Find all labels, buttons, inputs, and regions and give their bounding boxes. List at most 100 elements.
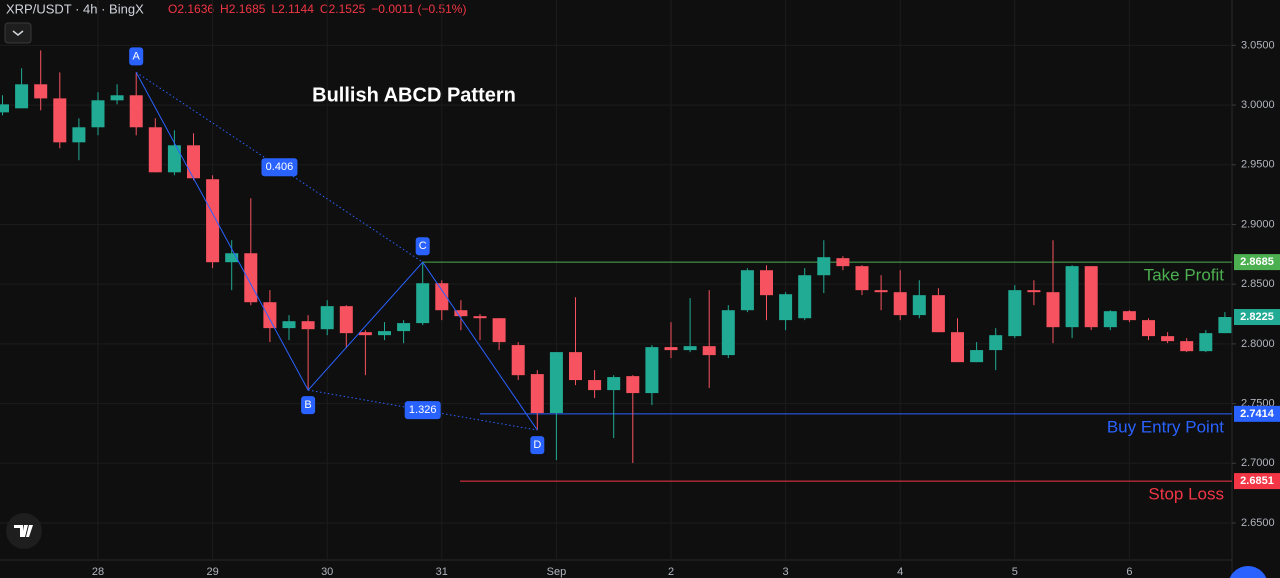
x-tick-label: 2 bbox=[668, 566, 674, 578]
candle-body bbox=[416, 283, 430, 324]
last-price-label: 2.8225 bbox=[1240, 311, 1274, 323]
ratio-badge bbox=[261, 158, 298, 177]
ohlc-value: L2.1144 bbox=[271, 2, 314, 16]
candle-body bbox=[645, 347, 659, 394]
price-tag bbox=[1234, 254, 1280, 271]
candle-body bbox=[244, 253, 258, 303]
candle-body bbox=[798, 275, 812, 319]
candle-body bbox=[721, 310, 735, 356]
x-tick-label: 31 bbox=[436, 566, 448, 578]
candle-body bbox=[1122, 311, 1136, 321]
collapse-button[interactable] bbox=[4, 22, 32, 44]
x-tick-label: 6 bbox=[1126, 566, 1132, 578]
candle-body bbox=[530, 374, 544, 414]
logo-mark bbox=[14, 525, 33, 537]
candle-body bbox=[1084, 266, 1098, 328]
candle-body bbox=[664, 347, 678, 351]
candle-body bbox=[970, 350, 984, 363]
point-label: C bbox=[419, 240, 427, 252]
price-tag bbox=[1234, 405, 1280, 422]
point-label: D bbox=[533, 439, 541, 451]
ohlc-value: −0.0011 (−0.51%) bbox=[371, 2, 466, 16]
pattern-line bbox=[135, 72, 538, 431]
candle-body bbox=[855, 266, 869, 291]
candle-body bbox=[1065, 266, 1079, 328]
candle-body bbox=[912, 295, 926, 316]
corner-button[interactable] bbox=[1228, 566, 1268, 578]
point-badge bbox=[415, 237, 430, 256]
candle-body bbox=[320, 306, 334, 330]
candle-body bbox=[989, 335, 1003, 351]
x-tick-label: 4 bbox=[897, 566, 903, 578]
candle-body bbox=[817, 257, 831, 276]
candle-body bbox=[225, 253, 239, 263]
ratio-badge bbox=[404, 401, 441, 420]
price-tag-label: 2.8685 bbox=[1240, 256, 1274, 268]
level-label: Take Profit bbox=[1144, 266, 1225, 285]
candle-body bbox=[511, 345, 525, 376]
point-badge bbox=[530, 436, 545, 455]
candle-body bbox=[893, 292, 907, 316]
x-tick-label: 3 bbox=[783, 566, 789, 578]
candle-body bbox=[740, 270, 754, 311]
candle-body bbox=[1161, 336, 1175, 342]
candle-body bbox=[167, 145, 181, 173]
candle-body bbox=[931, 295, 945, 333]
y-tick-label: 2.8500 bbox=[1241, 278, 1275, 290]
point-badge bbox=[129, 47, 144, 66]
candle-body bbox=[454, 310, 468, 317]
candle-body bbox=[836, 258, 850, 267]
candle-body bbox=[435, 283, 449, 311]
candle-body bbox=[378, 331, 391, 336]
candle-body bbox=[301, 321, 315, 330]
candle-body bbox=[1199, 333, 1213, 352]
point-label: B bbox=[304, 399, 311, 411]
y-tick-label: 2.8000 bbox=[1241, 338, 1275, 350]
candle-body bbox=[91, 100, 105, 128]
candle-body bbox=[1218, 317, 1232, 334]
chart-title: Bullish ABCD Pattern bbox=[312, 84, 516, 106]
ratio-label: 0.406 bbox=[266, 161, 294, 173]
y-tick-label: 2.7000 bbox=[1241, 457, 1275, 469]
x-tick-label: 5 bbox=[1012, 566, 1018, 578]
candle-body bbox=[187, 145, 200, 179]
y-tick-label: 2.9000 bbox=[1241, 218, 1275, 230]
candle-body bbox=[263, 302, 277, 329]
last-price-tag bbox=[1234, 309, 1280, 326]
x-tick-label: 28 bbox=[92, 566, 104, 578]
ohlc-value: C2.1525 bbox=[320, 2, 366, 16]
price-tag bbox=[1234, 473, 1280, 490]
x-tick-label: 30 bbox=[321, 566, 333, 578]
candle-body bbox=[473, 316, 487, 319]
candle-body bbox=[206, 179, 220, 263]
candle-body bbox=[1103, 311, 1117, 328]
y-tick-label: 2.9500 bbox=[1241, 159, 1275, 171]
candle-body bbox=[588, 380, 602, 391]
candle-body bbox=[760, 270, 773, 296]
x-tick-label: 29 bbox=[206, 566, 218, 578]
symbol-info: XRP/USDT · 4h · BingX bbox=[6, 1, 144, 16]
x-tick-label: Sep bbox=[547, 566, 567, 578]
candle-body bbox=[53, 98, 67, 143]
candle-body bbox=[1008, 290, 1022, 337]
ohlc-value: O2.1636 bbox=[168, 2, 214, 16]
candle-body bbox=[0, 104, 9, 113]
candle-body bbox=[1180, 341, 1194, 352]
candle-body bbox=[492, 318, 506, 343]
candle-body bbox=[874, 290, 888, 293]
ohlc-value: H2.1685 bbox=[220, 2, 266, 16]
level-label: Buy Entry Point bbox=[1107, 417, 1224, 436]
y-tick-label: 3.0000 bbox=[1241, 99, 1275, 111]
candle-body bbox=[1027, 290, 1041, 293]
tradingview-logo[interactable] bbox=[6, 513, 42, 549]
level-label: Stop Loss bbox=[1148, 485, 1224, 504]
candle-body bbox=[72, 127, 86, 143]
candle-body bbox=[339, 306, 353, 334]
ohlc-legend: O2.1636 H2.1685 L2.1144 C2.1525 −0.0011 (−0.… bbox=[168, 2, 466, 16]
ratio-label: 1.326 bbox=[409, 404, 437, 416]
candle-body bbox=[397, 323, 411, 332]
candle-body bbox=[358, 332, 372, 336]
point-badge bbox=[301, 396, 316, 415]
chevron-icon bbox=[12, 30, 24, 36]
